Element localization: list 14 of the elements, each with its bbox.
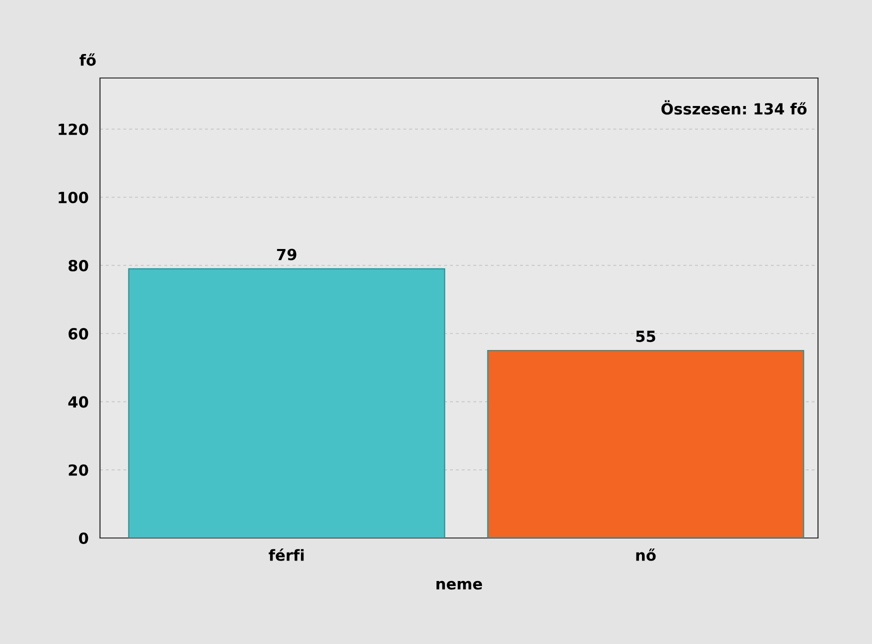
y-tick-label: 40 <box>68 396 88 408</box>
annotation: Összesen: 134 fő <box>661 100 807 115</box>
x-tick-label: nő <box>636 548 656 561</box>
y-tick-label: 100 <box>58 192 88 204</box>
x-tick-label: férfi <box>268 548 304 561</box>
y-tick-label: 120 <box>58 124 88 136</box>
x-axis-title: neme <box>436 580 482 590</box>
y-tick-label: 20 <box>68 464 88 476</box>
y-tick-label: 0 <box>78 532 88 544</box>
data-label: 55 <box>636 330 656 342</box>
y-tick-label: 80 <box>68 260 88 272</box>
y-tick-label: 60 <box>68 328 88 340</box>
y-axis-title: fő <box>80 53 96 66</box>
data-label: 79 <box>277 248 296 260</box>
